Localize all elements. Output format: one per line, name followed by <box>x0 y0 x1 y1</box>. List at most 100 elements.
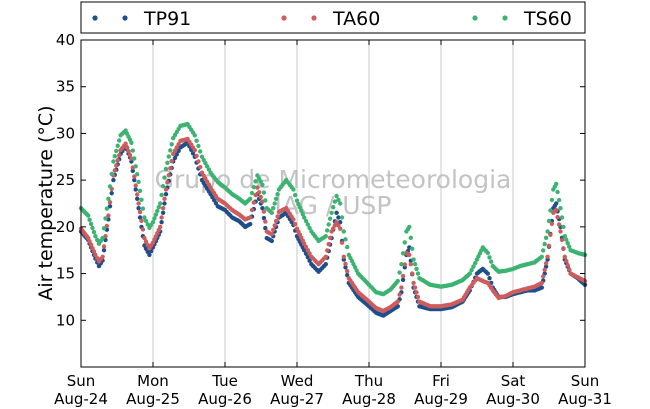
x-tick-label-date: Aug-29 <box>414 390 468 408</box>
data-point <box>271 227 276 232</box>
data-point <box>248 221 253 227</box>
data-point <box>410 246 415 251</box>
data-point <box>545 254 550 259</box>
data-point <box>399 285 404 290</box>
data-point <box>261 209 267 214</box>
data-point <box>162 196 167 201</box>
data-point <box>91 249 97 254</box>
data-point <box>325 248 330 253</box>
data-point <box>546 243 552 248</box>
data-point <box>171 151 176 157</box>
data-point <box>263 219 268 224</box>
x-tick-label-day: Tue <box>211 372 238 390</box>
data-point <box>114 163 119 168</box>
data-point <box>545 229 550 234</box>
data-point <box>115 143 120 148</box>
data-point <box>258 194 263 200</box>
data-point <box>302 248 307 253</box>
data-point <box>273 196 279 201</box>
data-point <box>271 206 276 211</box>
data-point <box>249 207 255 213</box>
data-point <box>300 212 305 217</box>
y-tick-label: 15 <box>56 265 75 283</box>
data-point <box>90 246 95 251</box>
data-point <box>253 179 258 184</box>
x-tick-label-day: Sun <box>67 372 96 390</box>
data-point <box>341 229 346 234</box>
data-point <box>471 264 476 269</box>
data-point <box>155 208 160 214</box>
data-point <box>323 262 328 267</box>
data-point <box>93 252 98 258</box>
data-point <box>109 171 114 177</box>
data-point <box>176 148 181 154</box>
data-point <box>336 215 341 220</box>
data-point <box>165 160 170 165</box>
data-point <box>558 206 563 211</box>
legend: TP91 TA60 TS60 <box>80 1 586 34</box>
data-point <box>111 159 116 164</box>
data-point <box>117 138 122 143</box>
data-point <box>556 197 562 203</box>
data-point <box>395 278 400 284</box>
data-point <box>124 145 130 150</box>
data-point <box>251 200 256 205</box>
data-point <box>305 248 310 253</box>
data-point <box>467 271 472 276</box>
data-point <box>549 197 555 203</box>
data-point <box>302 241 307 246</box>
data-point <box>323 254 328 259</box>
data-point <box>411 280 416 286</box>
data-point <box>548 232 553 237</box>
x-tick-label-date: Aug-25 <box>126 390 180 408</box>
data-point <box>565 263 570 268</box>
data-point <box>159 192 164 198</box>
legend-marker-TA60 <box>281 15 287 21</box>
data-point <box>269 232 274 237</box>
data-point <box>411 257 416 262</box>
data-point <box>489 259 494 264</box>
data-point <box>275 192 280 197</box>
data-point <box>562 254 567 259</box>
data-point <box>397 292 402 297</box>
data-point <box>554 207 559 213</box>
data-point <box>159 215 164 220</box>
data-point <box>559 237 565 243</box>
data-point <box>559 215 565 220</box>
data-point <box>302 215 307 220</box>
data-point <box>334 193 339 199</box>
data-point <box>336 197 341 202</box>
data-point <box>564 258 569 264</box>
data-point <box>88 221 94 227</box>
data-point <box>107 204 113 209</box>
data-point <box>334 210 339 215</box>
data-point <box>137 215 143 220</box>
data-point <box>485 250 490 256</box>
data-point <box>192 148 197 153</box>
data-point <box>127 152 133 158</box>
data-point <box>561 246 566 251</box>
data-point <box>307 258 312 263</box>
data-point <box>294 198 300 203</box>
legend-frame <box>80 1 586 34</box>
data-point <box>543 261 549 266</box>
x-axis: SunAug-24MonAug-25TueAug-26WedAug-27ThuA… <box>54 40 612 408</box>
data-point <box>196 159 201 164</box>
x-tick-label-day: Sun <box>571 372 600 390</box>
data-point <box>541 274 546 279</box>
data-point <box>305 222 310 227</box>
data-point <box>554 201 559 206</box>
data-point <box>272 223 277 228</box>
y-tick-label: 40 <box>56 31 75 49</box>
data-point <box>327 235 333 240</box>
data-point <box>546 218 552 224</box>
data-point <box>192 133 197 138</box>
data-point <box>395 304 400 309</box>
x-tick-label-day: Fri <box>432 372 450 390</box>
data-point <box>172 148 178 153</box>
data-point <box>86 213 91 218</box>
series-TA60 <box>78 136 588 314</box>
data-point <box>112 154 118 159</box>
data-point <box>260 182 265 187</box>
data-point <box>567 244 572 249</box>
